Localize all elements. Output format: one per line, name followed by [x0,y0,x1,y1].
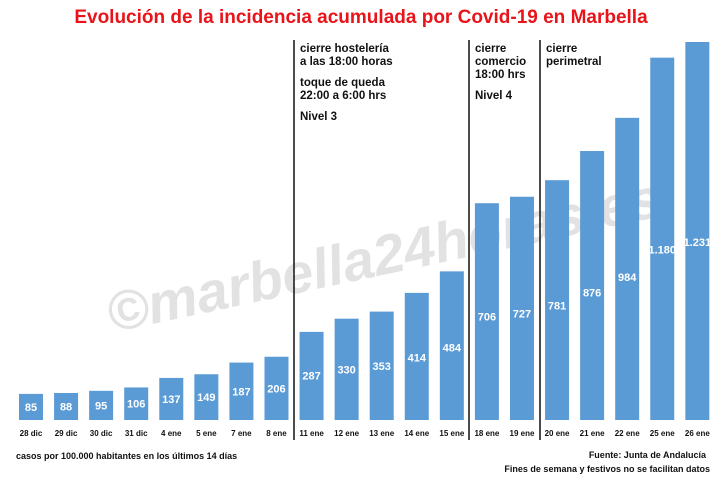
value-label: 706 [478,311,496,323]
value-label: 876 [583,287,601,299]
annotation-line: 18:00 hrs [475,69,526,81]
value-label: 85 [25,402,37,414]
x-tick-label: 31 dic [125,429,148,438]
x-tick-label: 22 ene [615,429,640,438]
x-tick-label: 12 ene [334,429,359,438]
x-tick-label: 19 ene [510,429,535,438]
bar-28-dic [19,393,43,420]
annotation-line: a las 18:00 horas [300,56,393,68]
value-label: 1.231 [684,237,712,249]
bar-25-ene [650,57,675,421]
value-label: 353 [373,361,391,373]
bar-12-ene [334,318,359,420]
value-label: 330 [337,364,355,376]
value-labels-group: 85 88 95 106 137 149 187 206 287 330 353 414 484 706 7… [25,237,711,414]
x-tick-label: 14 ene [404,429,429,438]
x-tick-label: 15 ene [439,429,464,438]
x-tick-label: 26 ene [685,429,710,438]
x-tick-label: 13 ene [369,429,394,438]
x-tick-labels-group: 28 dic 29 dic 30 dic 31 dic 4 ene 5 ene 7 ene 8… [20,429,711,438]
x-tick-label: 21 ene [580,429,605,438]
bar-4-ene [159,377,184,420]
x-tick-label: 18 ene [474,429,499,438]
chart-title: Evolución de la incidencia acumulada por… [74,7,648,28]
annotation-line: comercio [475,56,526,68]
x-tick-label: 29 dic [55,429,78,438]
bar-18-ene [474,203,499,420]
value-label: 727 [513,308,531,320]
bar-30-dic [89,390,114,420]
value-label: 95 [95,400,107,412]
value-label: 149 [197,392,215,404]
x-tick-label: 20 ene [545,429,570,438]
bar-19-ene [509,196,534,420]
bar-31-dic [124,387,149,420]
value-label: 137 [162,394,180,406]
bar-26-ene [685,42,710,420]
bar-21-ene [580,151,605,420]
x-tick-label: 5 ene [196,429,217,438]
bar-20-ene [545,180,570,420]
footnote-weekends: Fines de semana y festivos no se facilit… [504,464,710,474]
source-note: Fuente: Junta de Andalucía [589,450,707,460]
bar-8-ene [264,356,289,420]
bar-7-ene [229,362,254,420]
bar-11-ene [299,331,324,420]
footnote-units: casos por 100.000 habitantes en los últi… [16,451,237,461]
annotation-line: perimetral [546,56,602,68]
x-tick-label: 30 dic [90,429,113,438]
measure-dividers-group [293,40,541,440]
value-label: 206 [267,383,285,395]
x-tick-label: 8 ene [266,429,287,438]
value-label: 187 [232,386,250,398]
value-label: 414 [408,353,427,365]
value-label: 781 [548,301,566,313]
value-label: 1.180 [648,244,676,256]
x-tick-label: 25 ene [650,429,675,438]
bar-13-ene [369,311,394,420]
annotation-line: cierre hostelería [300,43,389,55]
annotation-line: Nivel 4 [475,90,513,102]
bars-group [19,42,710,421]
value-label: 984 [618,272,637,284]
x-tick-label: 11 ene [299,429,324,438]
x-tick-label: 28 dic [20,429,43,438]
annotation-line: toque de queda [300,77,386,89]
bar-14-ene [404,292,429,420]
annotation-line: Nivel 3 [300,111,337,123]
annotation-line: 22:00 a 6:00 hrs [300,90,386,102]
annotation-line: cierre [546,43,577,55]
annotation-line: cierre [475,43,506,55]
value-label: 484 [443,343,462,355]
x-tick-label: 4 ene [161,429,182,438]
value-label: 287 [302,370,320,382]
bar-5-ene [194,374,219,420]
value-label: 88 [60,401,72,413]
bar-15-ene [439,271,464,420]
bar-22-ene [615,117,640,421]
value-label: 106 [127,399,145,411]
x-tick-label: 7 ene [231,429,252,438]
bar-29-dic [54,392,79,420]
